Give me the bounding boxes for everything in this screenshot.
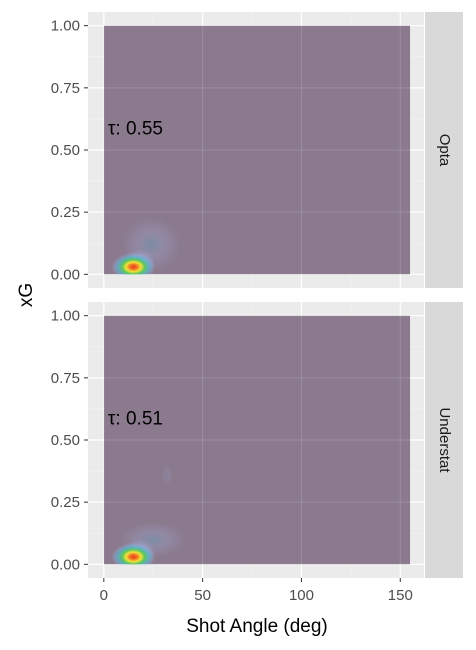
x-axis-title: Shot Angle (deg) — [186, 616, 328, 637]
density-hotspot — [161, 464, 173, 485]
y-tick-label: 0.75 — [51, 370, 80, 387]
facet-label-understat: Understat — [436, 407, 453, 473]
x-tick-label: 150 — [388, 587, 413, 604]
density-peak — [111, 542, 156, 565]
facet-strip — [425, 12, 463, 288]
tau-annotation: τ: 0.55 — [108, 119, 163, 140]
facet-strip — [425, 302, 463, 578]
y-tick-label: 0.75 — [51, 80, 80, 97]
density-peak — [111, 252, 156, 275]
x-tick-label: 100 — [289, 587, 314, 604]
x-tick-label: 0 — [100, 587, 108, 604]
facet-label-opta: Opta — [436, 134, 453, 167]
y-tick-label: 1.00 — [51, 308, 80, 325]
y-tick-label: 1.00 — [51, 18, 80, 35]
density-layer — [103, 25, 411, 275]
y-axis-title: xG — [16, 283, 37, 307]
density-layer — [103, 315, 411, 565]
y-tick-label: 0.50 — [51, 432, 80, 449]
x-tick-label: 50 — [194, 587, 211, 604]
y-tick-label: 0.00 — [51, 266, 80, 283]
panel-opta: τ: 0.55 0.00 0.25 0.50 0.75 1.00 Opta — [51, 12, 463, 288]
y-tick-label: 0.50 — [51, 142, 80, 159]
y-tick-label: 0.00 — [51, 556, 80, 573]
y-tick-label: 0.25 — [51, 204, 80, 221]
panel-understat: τ: 0.51 0.00 0.25 0.50 0.75 1.00 Understat 0 50 1… — [51, 302, 463, 604]
y-tick-label: 0.25 — [51, 494, 80, 511]
tau-annotation: τ: 0.51 — [108, 409, 163, 430]
